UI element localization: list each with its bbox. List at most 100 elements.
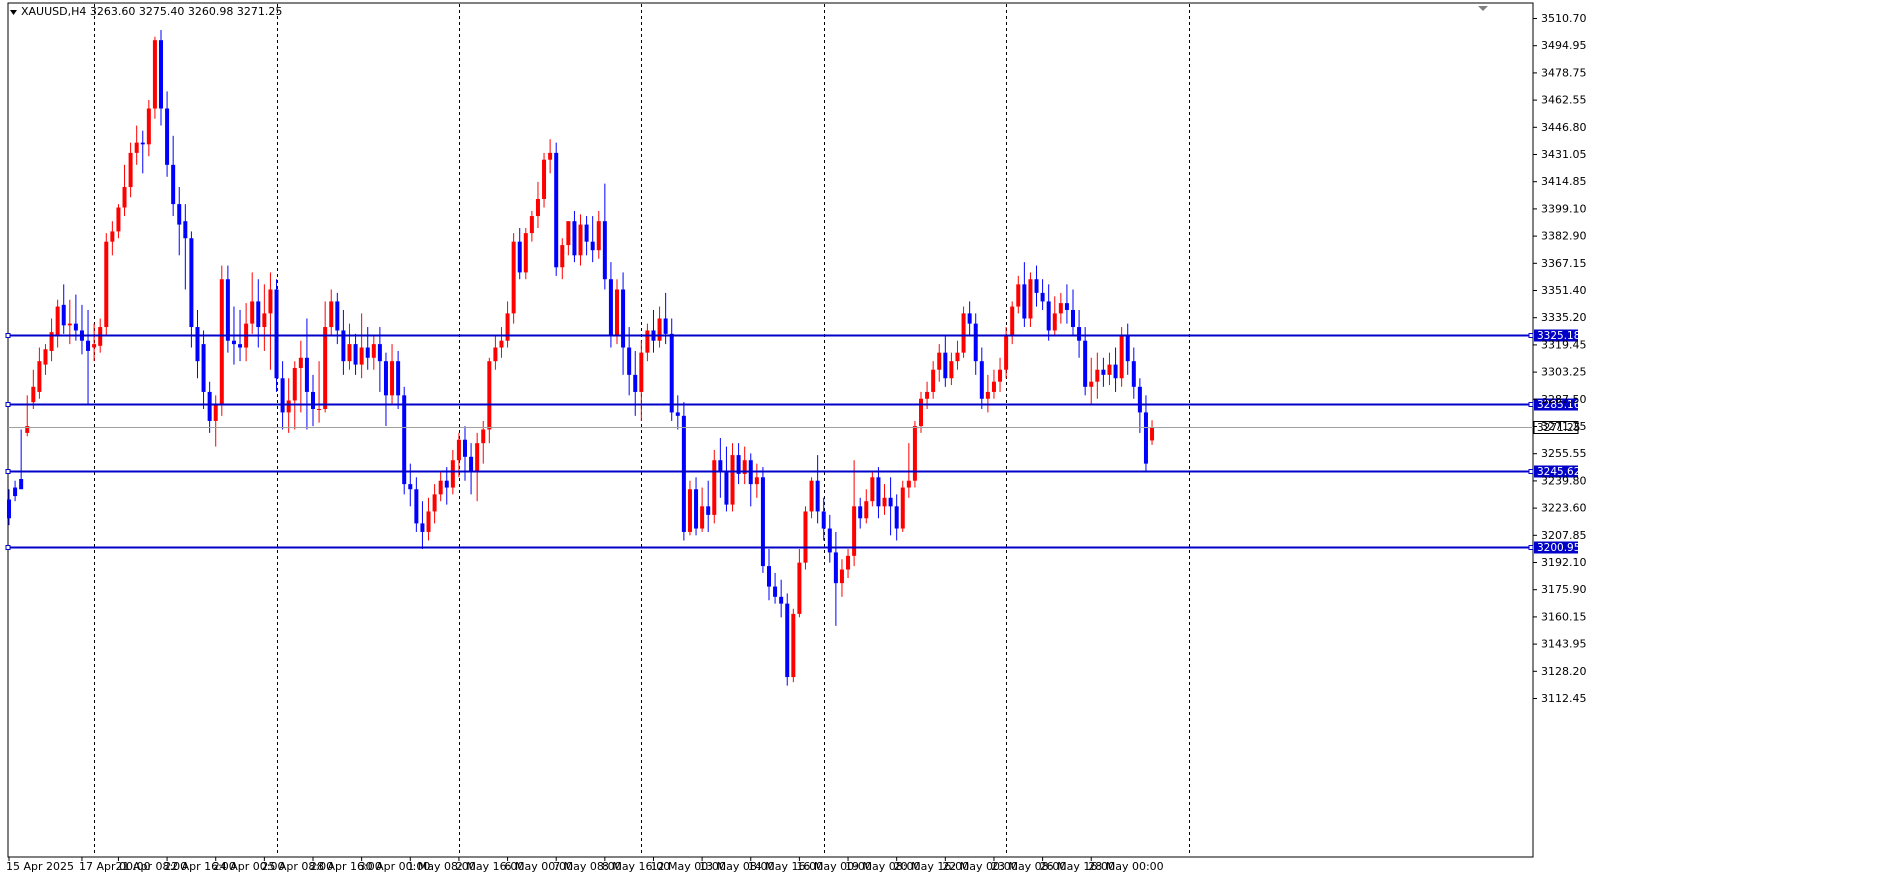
line-handle-left[interactable] <box>5 469 11 474</box>
line-price-label: 3325.18 <box>1537 330 1580 342</box>
line-handle-right[interactable] <box>1528 333 1534 338</box>
candle-body <box>1058 303 1063 314</box>
line-price-label: 3245.62 <box>1537 466 1580 478</box>
x-tick-label: 22 May 00:00 <box>942 860 1017 873</box>
candle <box>548 139 553 174</box>
candle-series <box>7 29 1155 686</box>
candle <box>937 344 942 382</box>
candle <box>730 443 735 512</box>
candle-body <box>1119 335 1124 379</box>
x-tick-label: 26 May 16:00 <box>1040 860 1115 873</box>
candle <box>1064 284 1069 324</box>
candle-body <box>402 395 407 485</box>
candle <box>961 306 966 358</box>
candle-body <box>833 552 838 584</box>
y-tick-label: 3382.90 <box>1541 230 1587 243</box>
candle-body <box>627 347 632 375</box>
candle-body <box>1046 301 1051 331</box>
line-handle-left[interactable] <box>5 333 11 338</box>
candle-body <box>1071 309 1075 328</box>
candle-body <box>1125 335 1130 362</box>
candle <box>67 299 72 345</box>
candle <box>128 142 133 198</box>
candle <box>979 347 984 409</box>
candle <box>1034 265 1039 307</box>
candle <box>584 216 589 256</box>
candle-body <box>438 480 443 495</box>
candle-body <box>602 221 607 280</box>
candle-body <box>353 344 358 365</box>
horizontal-lines[interactable]: 3325.18 3285.16 3245.62 3200.95 3271.25 <box>5 329 1581 555</box>
candle-body <box>839 569 844 584</box>
line-handle-left[interactable] <box>5 545 11 550</box>
candle-body <box>888 497 893 507</box>
candle-body <box>311 391 315 409</box>
chart-title: XAUUSD,H4 3263.60 3275.40 3260.98 3271.2… <box>21 5 282 18</box>
candle <box>286 378 291 433</box>
x-tick-label: 21 Apr 08:00 <box>115 860 187 873</box>
candle <box>706 480 711 532</box>
candle-body <box>317 408 322 410</box>
candle <box>675 395 680 430</box>
candle <box>1119 327 1124 387</box>
candle-body <box>894 506 899 529</box>
candle-body <box>985 391 990 399</box>
candle <box>268 272 273 370</box>
candle <box>973 313 978 375</box>
candle <box>578 214 583 266</box>
candle <box>475 432 480 502</box>
candle-body <box>371 344 376 358</box>
candle <box>742 446 747 485</box>
candle-body <box>383 361 388 396</box>
candle <box>92 323 97 362</box>
candle-body <box>505 313 510 341</box>
candle <box>1125 323 1130 375</box>
legend-collapse-icon[interactable] <box>10 10 17 15</box>
candle <box>7 489 11 526</box>
candle-body <box>675 412 680 416</box>
y-tick-label: 3510.70 <box>1541 12 1587 25</box>
candle-body <box>1113 364 1118 379</box>
candle-body <box>991 381 996 392</box>
candle <box>754 463 759 498</box>
candle <box>1101 357 1106 387</box>
candle-body <box>1089 381 1094 387</box>
candle <box>639 340 644 421</box>
candle <box>13 480 18 502</box>
candle-body <box>481 429 486 444</box>
candle <box>329 289 334 336</box>
candle-body <box>596 221 601 251</box>
candle <box>870 470 875 507</box>
candle-body <box>1101 369 1106 375</box>
candle-body <box>475 443 480 471</box>
candle-body <box>304 357 309 392</box>
candle-body <box>967 313 972 324</box>
candle-body <box>657 318 662 341</box>
candle-body <box>177 204 182 225</box>
candle-body <box>554 152 559 268</box>
candle-body <box>116 207 121 232</box>
line-handle-right[interactable] <box>1528 545 1534 550</box>
y-tick-label: 3431.05 <box>1541 148 1587 161</box>
x-tick-label: 2 May 16:00 <box>456 860 524 873</box>
line-handle-right[interactable] <box>1528 402 1534 407</box>
line-handle-right[interactable] <box>1528 469 1534 474</box>
current-price-label: 3271.25 <box>1537 422 1580 434</box>
x-tick-label: 23 May 08:00 <box>991 860 1066 873</box>
candle-body <box>809 480 814 512</box>
candle <box>517 228 522 280</box>
candle <box>803 506 808 570</box>
candle-body <box>377 344 382 362</box>
candle <box>590 216 595 263</box>
line-handle-left[interactable] <box>5 402 11 407</box>
y-tick-label: 3192.10 <box>1541 556 1587 569</box>
candle-body <box>1095 369 1100 382</box>
candle <box>377 327 382 392</box>
candle <box>760 467 765 573</box>
chart-shift-marker[interactable] <box>1478 6 1488 11</box>
candle-body <box>323 327 328 409</box>
candle-body <box>110 231 115 242</box>
candle <box>341 309 346 375</box>
candle <box>195 309 200 379</box>
